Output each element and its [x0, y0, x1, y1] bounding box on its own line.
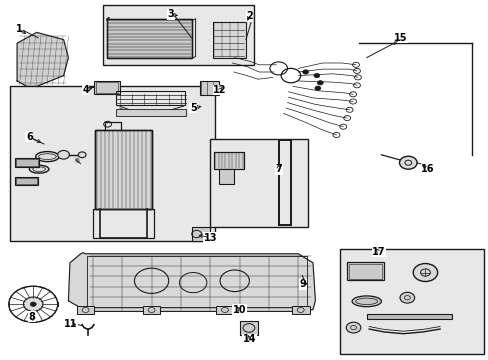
Bar: [96, 82, 118, 93]
Bar: [214, 152, 243, 169]
Bar: [366, 314, 451, 319]
Text: 2: 2: [245, 11, 252, 21]
Bar: [216, 306, 233, 314]
Ellipse shape: [36, 152, 59, 162]
Circle shape: [302, 70, 308, 74]
Text: 16: 16: [420, 164, 434, 174]
Bar: [142, 306, 160, 314]
Text: 12: 12: [213, 85, 226, 95]
Circle shape: [313, 73, 319, 78]
Bar: [16, 159, 38, 166]
Circle shape: [317, 81, 323, 85]
Circle shape: [346, 322, 360, 333]
Polygon shape: [68, 253, 315, 311]
Bar: [15, 158, 39, 167]
Text: 14: 14: [242, 334, 256, 344]
Text: 3: 3: [167, 9, 174, 19]
Text: 10: 10: [232, 305, 246, 315]
Circle shape: [399, 156, 416, 169]
Bar: [210, 139, 307, 227]
Polygon shape: [17, 32, 68, 86]
Text: 4: 4: [82, 85, 89, 95]
Ellipse shape: [351, 296, 381, 307]
Bar: [94, 81, 120, 94]
Text: 17: 17: [371, 247, 385, 257]
Text: 11: 11: [64, 319, 78, 329]
Bar: [116, 91, 184, 105]
Text: 8: 8: [28, 312, 35, 322]
Bar: [191, 227, 210, 241]
Circle shape: [314, 86, 320, 90]
Bar: [10, 86, 215, 241]
Text: 1: 1: [16, 24, 23, 34]
Text: 15: 15: [393, 33, 407, 43]
Bar: [219, 169, 233, 184]
Bar: [95, 130, 151, 209]
Circle shape: [23, 297, 43, 311]
Bar: [214, 152, 243, 169]
Circle shape: [78, 152, 86, 158]
Circle shape: [412, 264, 437, 282]
Text: 6: 6: [26, 132, 33, 142]
Bar: [212, 22, 245, 58]
Bar: [346, 262, 383, 280]
Text: 9: 9: [299, 279, 306, 289]
Bar: [77, 306, 94, 314]
Bar: [348, 264, 382, 279]
Ellipse shape: [29, 165, 49, 173]
Bar: [15, 177, 38, 185]
Text: 5: 5: [189, 103, 196, 113]
Circle shape: [9, 286, 58, 322]
Bar: [106, 19, 192, 58]
Text: 13: 13: [203, 233, 217, 243]
Bar: [102, 5, 254, 65]
Bar: [239, 321, 258, 335]
Circle shape: [30, 302, 36, 306]
Bar: [199, 81, 219, 95]
Circle shape: [399, 292, 414, 303]
Bar: [106, 19, 192, 58]
Bar: [95, 130, 151, 209]
Bar: [93, 209, 154, 238]
Bar: [87, 256, 306, 307]
Bar: [116, 109, 185, 116]
Bar: [339, 249, 483, 354]
Circle shape: [58, 150, 69, 159]
Bar: [16, 178, 37, 184]
Bar: [291, 306, 309, 314]
Text: 7: 7: [275, 164, 282, 174]
